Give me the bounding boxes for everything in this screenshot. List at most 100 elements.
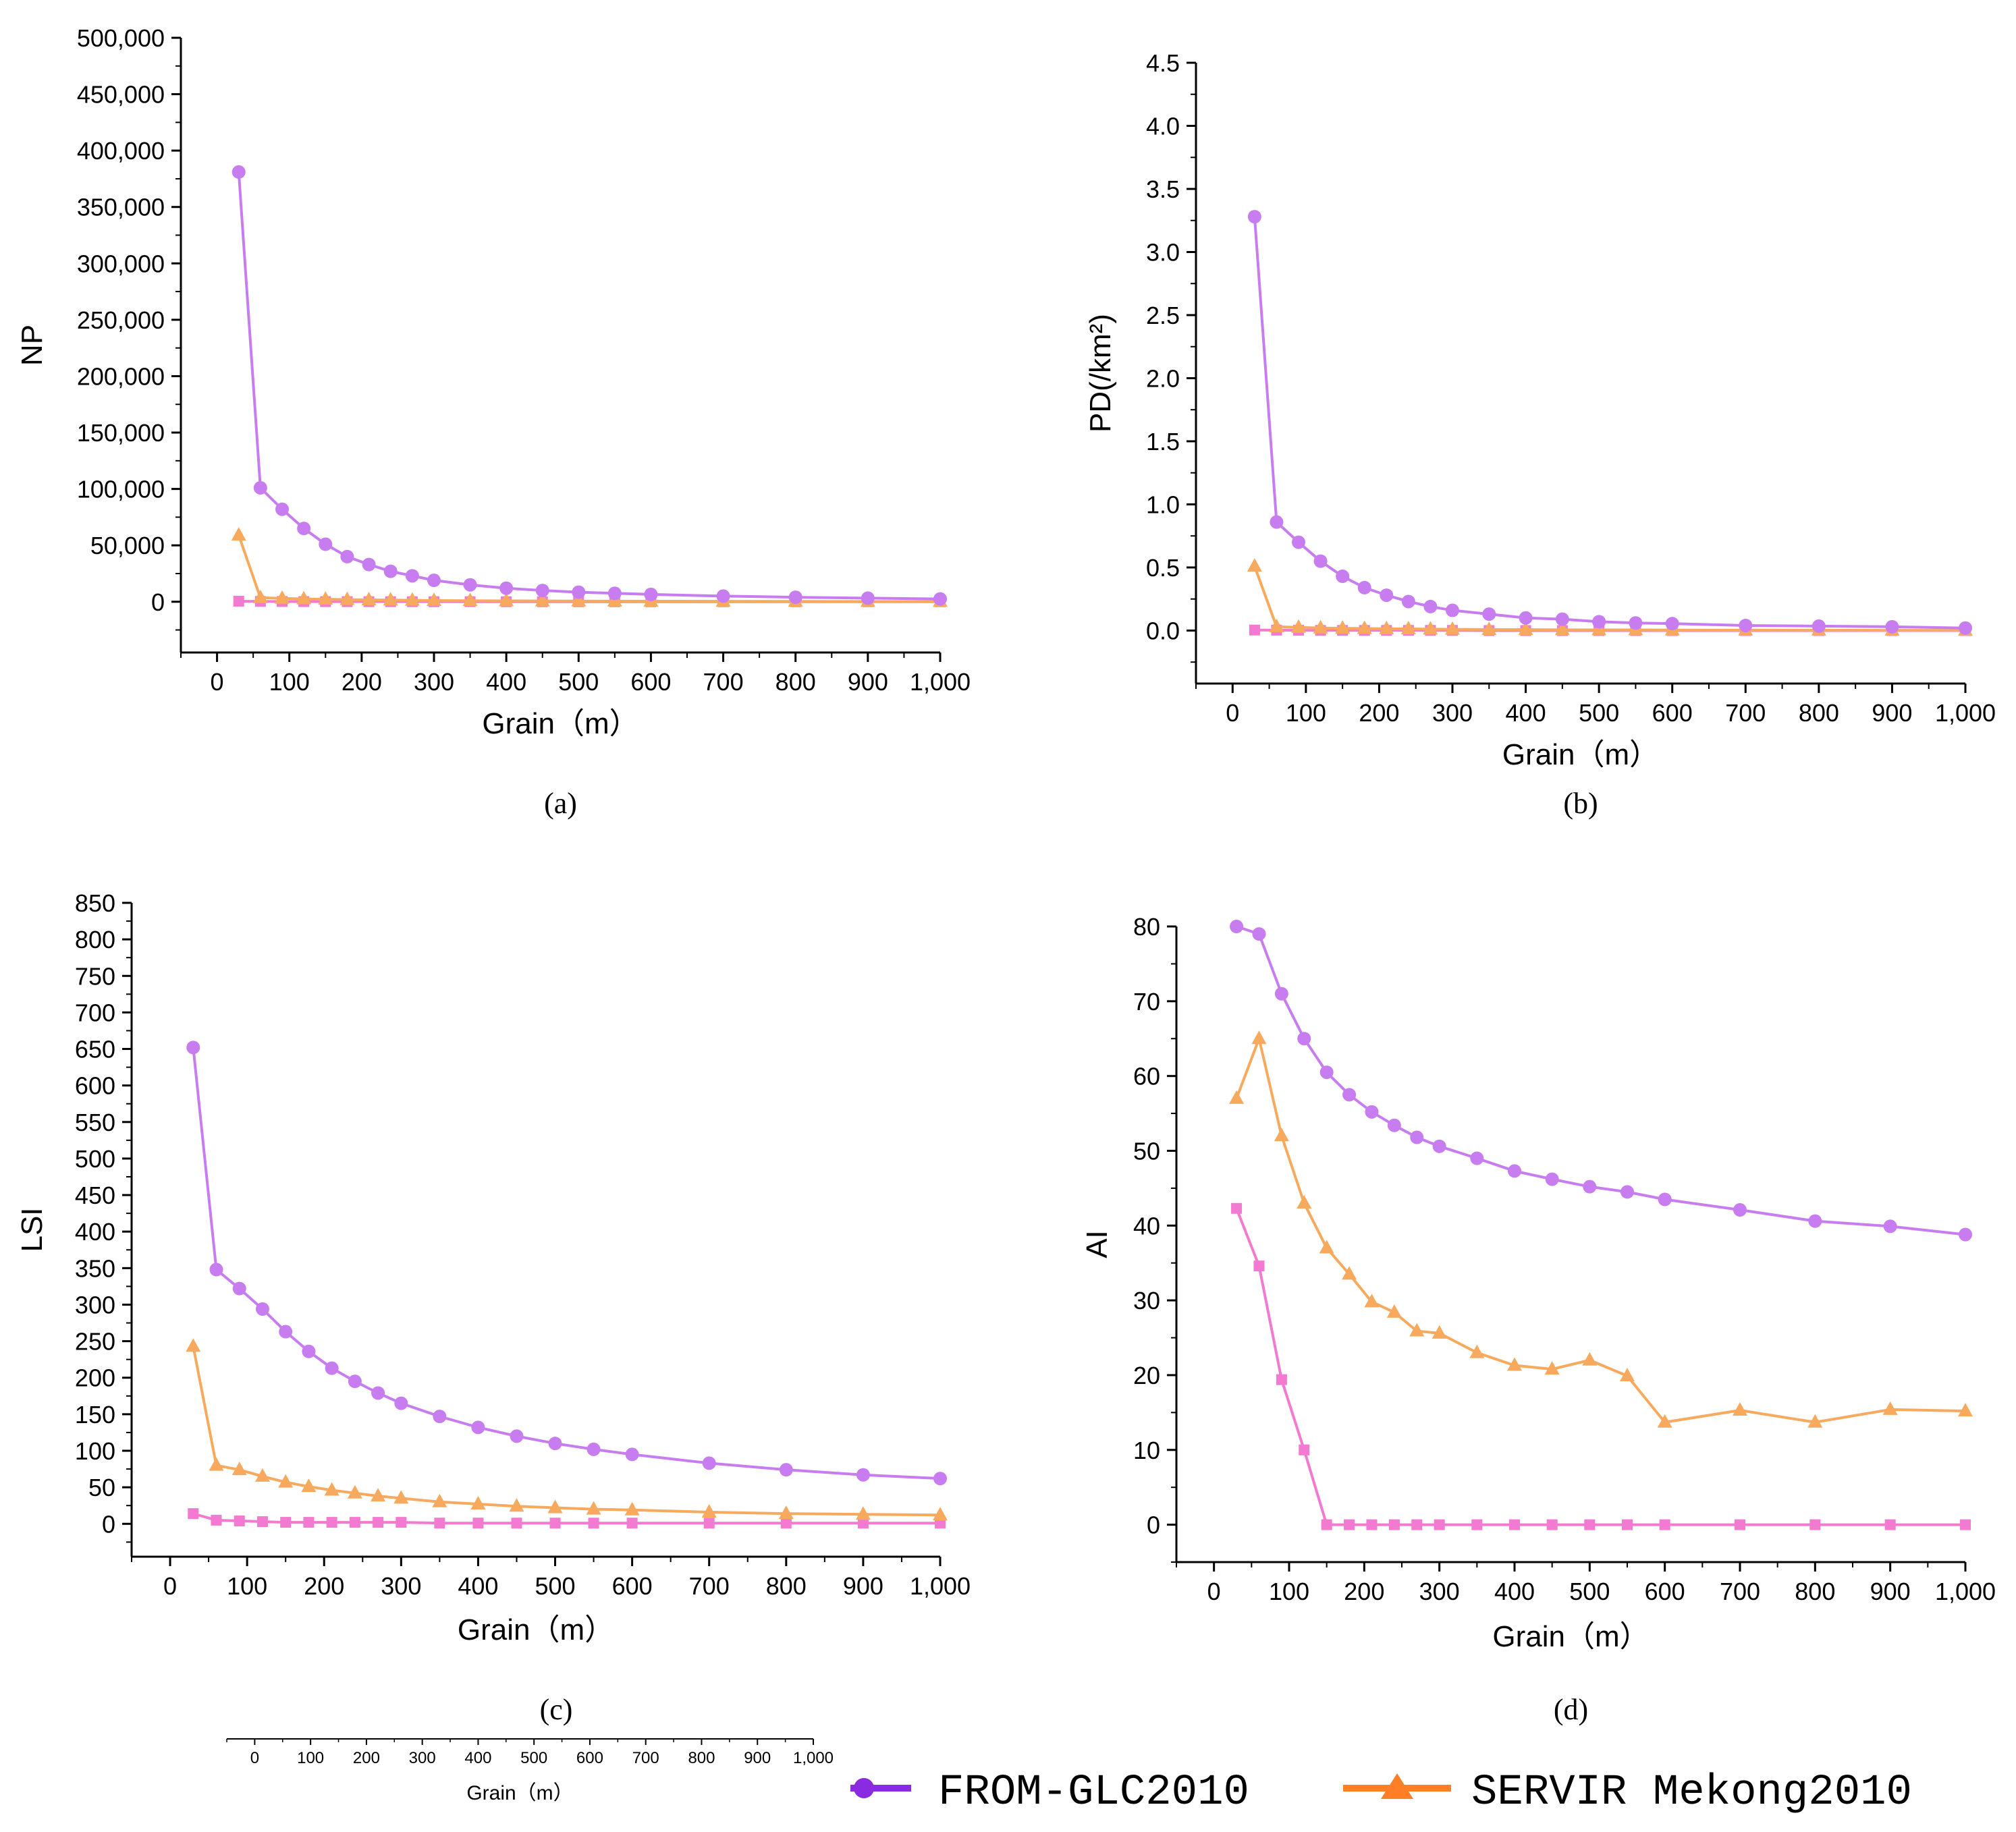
data-point <box>933 1472 947 1486</box>
data-point <box>607 586 622 601</box>
data-point <box>1665 617 1679 631</box>
data-point <box>1883 1219 1897 1233</box>
data-point <box>361 591 377 605</box>
data-point <box>703 1518 715 1529</box>
data-point <box>1592 615 1606 629</box>
y-tick-label: 200 <box>75 1364 115 1392</box>
legend-entry-servir-mekong2010: SERVIR Mekong2010 <box>1343 1769 1912 1817</box>
data-point <box>1739 618 1753 632</box>
x-tick-label: 300 <box>1432 699 1473 727</box>
data-point <box>701 1503 717 1518</box>
y-axis-title: NP <box>16 325 49 366</box>
y-tick-label: 400,000 <box>77 137 165 165</box>
series-servir-mekong2010 <box>186 1338 948 1521</box>
y-tick-label: 30 <box>1133 1287 1160 1314</box>
x-tick-label: 500 <box>1569 1578 1610 1605</box>
data-point <box>1884 1519 1896 1530</box>
series-from-glc2010 <box>186 1040 947 1486</box>
data-point <box>326 1517 337 1528</box>
y-tick-label: 3.5 <box>1146 175 1180 203</box>
data-point <box>209 1262 223 1277</box>
y-tick-label: 500,000 <box>77 24 165 52</box>
y-tick-label: 300 <box>75 1291 115 1319</box>
data-point <box>1299 1444 1310 1455</box>
data-point <box>1432 1139 1446 1153</box>
y-tick-label: 50 <box>1133 1137 1160 1165</box>
data-point <box>499 581 514 595</box>
data-point <box>1423 599 1438 613</box>
y-tick-label: 800 <box>75 926 115 953</box>
data-point <box>371 1488 386 1502</box>
data-point <box>1313 619 1328 634</box>
x-tick-label: 400 <box>1506 699 1546 727</box>
data-point <box>1958 1403 1973 1417</box>
data-point <box>933 1507 948 1521</box>
data-point <box>1659 1519 1670 1530</box>
x-tick-label: 0 <box>163 1572 177 1600</box>
data-point <box>383 592 398 606</box>
y-tick-label: 2.5 <box>1146 302 1180 329</box>
x-tick-label: 200 <box>342 668 382 696</box>
data-point <box>1508 1164 1521 1178</box>
data-point <box>255 1302 269 1316</box>
data-point <box>253 480 267 495</box>
series-line <box>237 171 941 601</box>
data-point <box>1882 1401 1898 1415</box>
data-point <box>1733 1203 1747 1217</box>
data-point <box>1470 1151 1484 1165</box>
x-tick-label: 0 <box>211 668 224 696</box>
data-point <box>1388 1519 1400 1530</box>
data-point <box>535 592 550 607</box>
y-tick-label: 0 <box>102 1510 115 1538</box>
data-point <box>1445 621 1460 635</box>
data-point <box>1386 1304 1402 1318</box>
x-tick-label: 200 <box>1359 699 1399 727</box>
data-point <box>302 1344 316 1358</box>
y-tick-label: 650 <box>75 1036 115 1063</box>
data-point <box>340 549 354 563</box>
data-point <box>211 1514 222 1526</box>
y-tick-label: 0.0 <box>1146 617 1180 644</box>
data-point <box>1807 1414 1823 1428</box>
legend: FROM-GLC2010 SERVIR Mekong2010 <box>850 1769 1912 1817</box>
x-tick-label: 900 <box>1870 1578 1911 1605</box>
data-point <box>301 1478 317 1493</box>
y-tick-label: 0.5 <box>1146 554 1180 582</box>
data-point <box>1357 580 1371 594</box>
data-point <box>303 1517 315 1528</box>
data-point <box>296 590 312 605</box>
data-point <box>427 592 441 606</box>
data-point <box>275 502 289 516</box>
data-point <box>548 1437 562 1451</box>
series-servir-mekong2010 <box>231 527 948 607</box>
data-point <box>405 569 419 583</box>
data-point <box>716 589 730 603</box>
y-axis-title: AI <box>1081 1230 1114 1258</box>
data-point <box>587 1442 601 1456</box>
y-tick-label: 2.0 <box>1146 364 1180 392</box>
x-tick-label: 800 <box>766 1572 807 1600</box>
data-point <box>434 1518 445 1529</box>
x-tick-label: 700 <box>689 1572 730 1600</box>
y-tick-label: 10 <box>1133 1437 1160 1464</box>
x-tick-label: 500 <box>1579 699 1619 727</box>
x-tick-label: 400 <box>1494 1578 1535 1605</box>
data-point <box>1400 621 1416 635</box>
y-tick-label: 70 <box>1133 988 1160 1016</box>
data-point <box>1519 611 1533 625</box>
data-point <box>1249 624 1260 636</box>
data-point <box>186 1040 200 1055</box>
x-tick-label: 0 <box>1226 699 1239 727</box>
y-tick-label: 4.0 <box>1146 112 1180 140</box>
chart-b: 0.0 0.5 1.0 1.5 2.0 2.5 3.0 3.5 4.0 4.5 0 100 200 300… <box>1084 49 1996 820</box>
y-tick-label: 350,000 <box>77 194 165 221</box>
y-tick-label: 1.0 <box>1146 491 1180 518</box>
data-point <box>779 1463 793 1477</box>
data-point <box>254 1468 270 1482</box>
y-tick-label: 100,000 <box>77 476 165 503</box>
data-point <box>234 1515 245 1526</box>
data-point <box>1274 987 1288 1001</box>
data-point <box>1583 1179 1597 1194</box>
x-tick-label: 100 <box>227 1572 267 1600</box>
legend-label-servir-mekong2010: SERVIR Mekong2010 <box>1471 1769 1912 1817</box>
